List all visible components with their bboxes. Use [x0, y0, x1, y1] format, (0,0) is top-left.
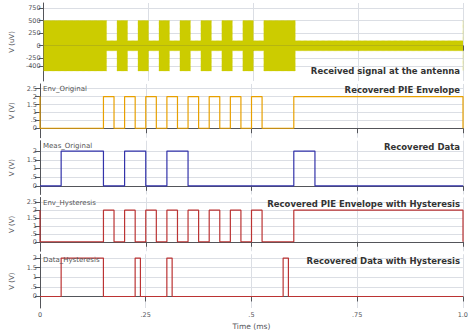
svg-text:.75: .75: [352, 311, 362, 319]
svg-text:V (V): V (V): [8, 272, 16, 290]
svg-text:0: 0: [33, 124, 37, 132]
svg-text:500: 500: [28, 17, 40, 25]
svg-text:Recovered Data with Hysteresis: Recovered Data with Hysteresis: [307, 256, 460, 266]
svg-text:2: 2: [33, 93, 37, 101]
svg-text:Meas_Original: Meas_Original: [43, 142, 92, 150]
svg-text:.5: .5: [31, 283, 37, 291]
svg-text:1.5: 1.5: [27, 214, 37, 222]
svg-text:Time (ms): Time (ms): [232, 322, 271, 331]
svg-text:.5: .5: [31, 230, 37, 238]
svg-text:2: 2: [33, 147, 37, 155]
svg-text:.5: .5: [248, 311, 254, 319]
svg-text:2: 2: [33, 206, 37, 214]
svg-text:Recovered PIE Envelope: Recovered PIE Envelope: [345, 85, 461, 95]
svg-text:250: 250: [28, 29, 40, 37]
svg-text:V (V): V (V): [8, 159, 16, 177]
svg-text:V (V): V (V): [8, 102, 16, 120]
svg-text:-400: -400: [26, 62, 41, 70]
svg-text:2.5: 2.5: [27, 198, 37, 206]
svg-text:Env_Hysteresis: Env_Hysteresis: [43, 199, 96, 207]
svg-text:Received signal at the antenna: Received signal at the antenna: [311, 66, 460, 76]
svg-text:1.5: 1.5: [27, 156, 37, 164]
svg-text:.5: .5: [31, 173, 37, 181]
svg-text:Env_Original: Env_Original: [43, 85, 87, 93]
svg-text:0: 0: [33, 182, 37, 190]
svg-text:.5: .5: [31, 116, 37, 124]
svg-text:1: 1: [33, 222, 37, 230]
svg-text:750: 750: [28, 4, 40, 12]
svg-text:1: 1: [33, 164, 37, 172]
svg-text:0: 0: [33, 292, 37, 300]
svg-text:Recovered PIE Envelope with Hy: Recovered PIE Envelope with Hysteresis: [267, 199, 460, 209]
svg-text:.25: .25: [141, 311, 151, 319]
svg-text:Recovered Data: Recovered Data: [384, 142, 460, 152]
svg-text:1.0: 1.0: [458, 311, 468, 319]
svg-text:V (V): V (V): [8, 215, 16, 233]
svg-text:0: 0: [37, 42, 41, 50]
svg-text:Data_Hysteresis: Data_Hysteresis: [43, 256, 100, 264]
svg-text:0: 0: [38, 311, 42, 319]
svg-text:1.5: 1.5: [27, 101, 37, 109]
svg-text:1: 1: [33, 273, 37, 281]
svg-text:1: 1: [33, 108, 37, 116]
svg-text:2.5: 2.5: [27, 85, 37, 93]
svg-text:-250: -250: [25, 54, 41, 63]
svg-text:0: 0: [33, 238, 37, 246]
svg-text:1.5: 1.5: [27, 264, 37, 272]
svg-text:V (uV): V (uV): [8, 31, 16, 53]
svg-text:2: 2: [33, 254, 37, 262]
